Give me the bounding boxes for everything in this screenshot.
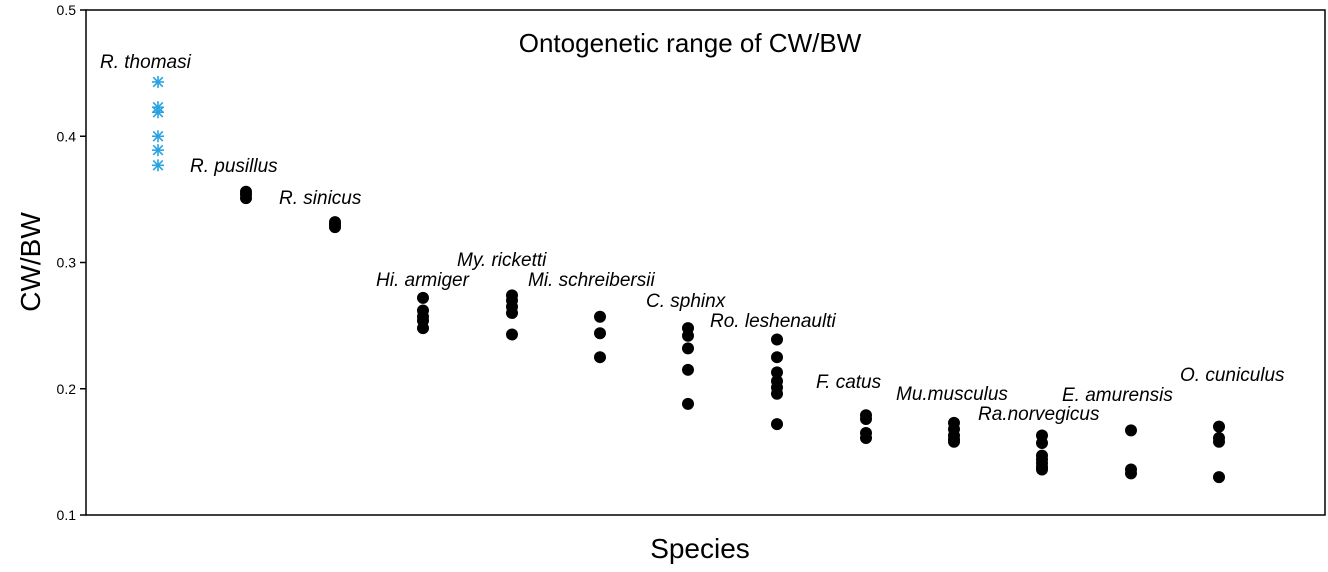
data-point [948,435,960,448]
data-point [771,418,783,431]
data-point [240,192,252,205]
species-label: Ro. leshenaulti [710,311,836,332]
species-label: Hi. armiger [376,270,470,291]
series-2 [329,216,341,234]
data-point [594,351,606,364]
series-12 [1213,420,1225,484]
series-5 [594,310,606,364]
data-marks [152,75,1225,484]
data-point-asterisk [152,75,164,88]
data-point [1125,467,1137,480]
data-point-asterisk [152,144,164,157]
plot-frame [85,9,1326,516]
data-point-asterisk [152,159,164,172]
species-label: Mi. schreibersii [528,270,655,291]
data-point [1213,471,1225,484]
data-point [860,431,872,444]
data-point [1125,424,1137,437]
data-point [771,366,783,379]
y-tick-label: 0.3 [57,255,77,271]
series-10 [1036,429,1048,476]
data-point [417,291,429,304]
y-ticks: 0.1 0.2 0.3 0.4 0.5 [57,2,86,523]
data-point [417,322,429,335]
series-8 [860,409,872,444]
species-label: R. pusillus [190,156,278,177]
species-label: F. catus [816,372,882,393]
data-point [682,329,694,342]
data-point-asterisk [152,106,164,119]
chart-title: Ontogenetic range of CW/BW [519,28,862,58]
y-tick-label: 0.4 [57,128,77,144]
data-point [1036,437,1048,450]
data-point [1213,435,1225,448]
data-point [682,342,694,355]
data-point [506,307,518,319]
series-0 [152,75,164,172]
species-label: C. sphinx [646,291,727,312]
series-3 [417,291,429,335]
series-1 [240,185,252,205]
species-label: My. ricketti [457,250,547,271]
data-point [594,310,606,323]
data-point [682,397,694,410]
y-tick-label: 0.5 [57,2,77,18]
species-label: E. amurensis [1062,385,1173,406]
x-axis-title: Species [650,533,750,564]
series-4 [506,289,518,341]
data-point [682,363,694,376]
species-label: R. sinicus [279,188,362,209]
data-point [860,413,872,426]
series-6 [682,322,694,410]
species-label: O. cuniculus [1180,365,1285,386]
data-point [771,387,783,400]
data-point-asterisk [152,130,164,143]
series-9 [948,416,960,448]
series-7 [771,333,783,431]
data-point [329,221,341,234]
y-axis-title: CW/BW [15,212,46,312]
data-point [1036,463,1048,476]
series-11 [1125,424,1137,480]
data-point [1213,420,1225,433]
data-point [771,333,783,346]
species-label: Mu.musculus [896,384,1008,405]
species-label: Ra.norvegicus [978,404,1100,425]
species-label: R. thomasi [100,52,192,73]
data-point [506,328,518,341]
y-tick-label: 0.1 [57,507,77,523]
y-tick-label: 0.2 [57,381,77,397]
data-point [771,351,783,364]
data-point [594,327,606,340]
